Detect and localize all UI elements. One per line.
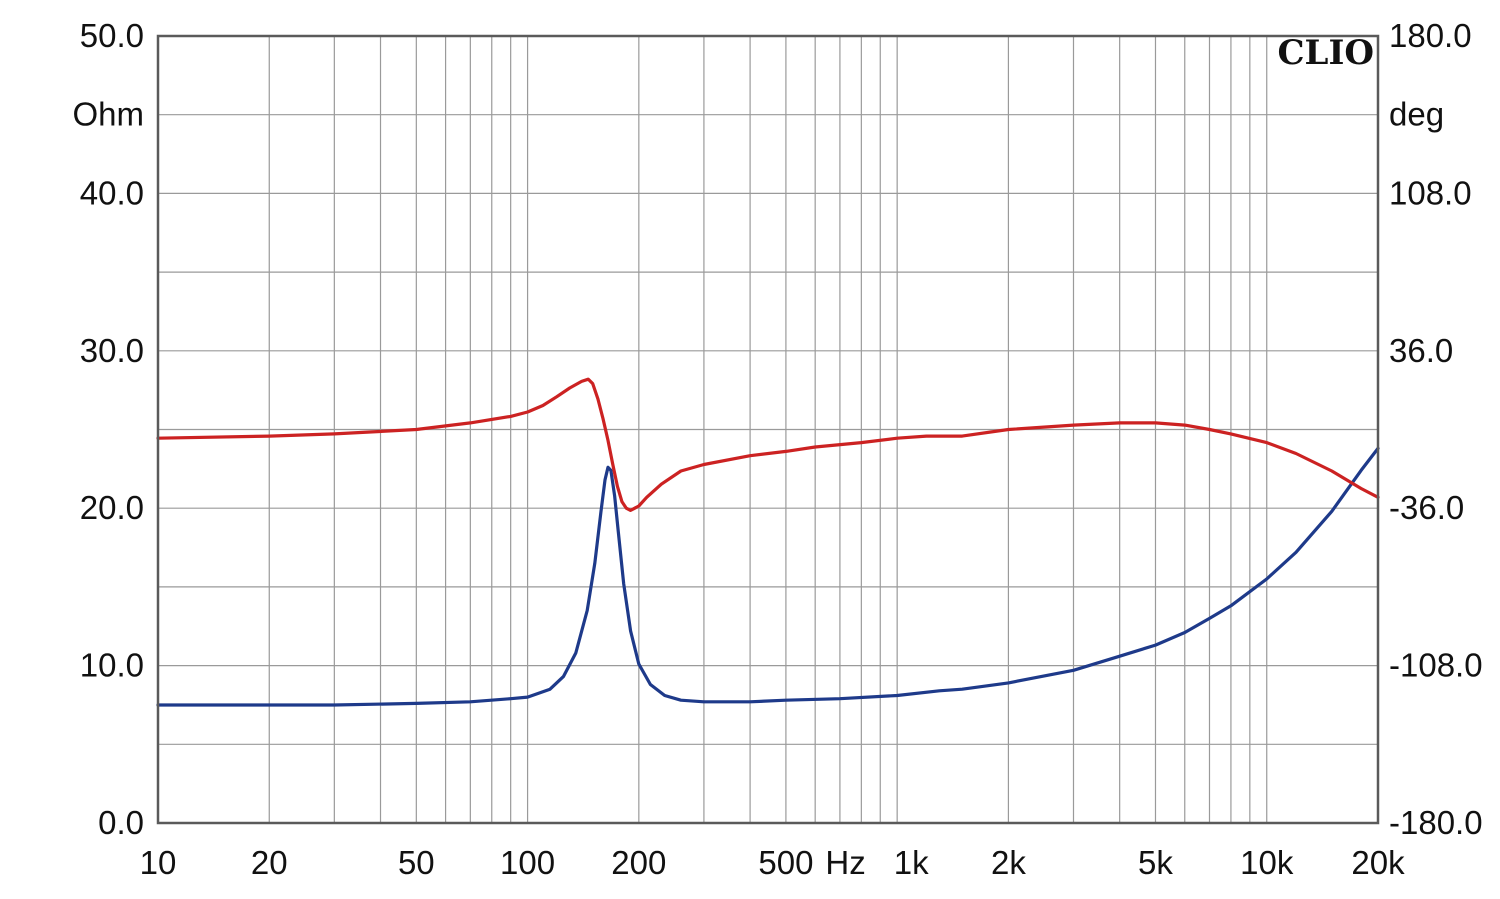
x-tick-label: 10k bbox=[1240, 844, 1294, 881]
x-tick-label: 1k bbox=[894, 844, 929, 881]
y-left-tick-label: 10.0 bbox=[80, 647, 144, 684]
y-right-tick-label: 180.0 bbox=[1389, 17, 1472, 54]
x-tick-label: 20 bbox=[251, 844, 288, 881]
grid bbox=[157, 35, 1379, 824]
y-left-tick-label: 0.0 bbox=[98, 804, 144, 841]
phase-series-line bbox=[156, 377, 1380, 512]
series-layer bbox=[156, 377, 1380, 707]
y-right-unit-label: deg bbox=[1389, 96, 1444, 133]
y-right-tick-label: 108.0 bbox=[1389, 174, 1472, 211]
x-tick-label: 500 bbox=[758, 844, 813, 881]
x-tick-label: 2k bbox=[991, 844, 1026, 881]
x-tick-label: 5k bbox=[1138, 844, 1173, 881]
y-left-tick-label: 50.0 bbox=[80, 17, 144, 54]
x-tick-label: 10 bbox=[140, 844, 177, 881]
tick-labels: 0.0 10.0 20.0 30.0 40.0 50.0 Ohm -180.0 -108.0 -3… bbox=[72, 17, 1482, 881]
y-left-tick-label: 40.0 bbox=[80, 174, 144, 211]
y-left-unit-label: Ohm bbox=[72, 96, 144, 133]
y-left-tick-label: 20.0 bbox=[80, 489, 144, 526]
impedance-series-line bbox=[156, 446, 1380, 707]
y-left-tick-label: 30.0 bbox=[80, 332, 144, 369]
x-unit-label: Hz bbox=[825, 844, 865, 881]
x-tick-label: 50 bbox=[398, 844, 435, 881]
x-tick-label: 200 bbox=[611, 844, 666, 881]
y-right-tick-label: 36.0 bbox=[1389, 332, 1453, 369]
x-tick-label: 20k bbox=[1351, 844, 1405, 881]
x-tick-label: 100 bbox=[500, 844, 555, 881]
y-right-tick-label: -180.0 bbox=[1389, 804, 1483, 841]
y-right-tick-label: -108.0 bbox=[1389, 647, 1483, 684]
plot-frame bbox=[156, 34, 1380, 825]
clio-logo: CLIO bbox=[1278, 33, 1375, 73]
y-right-tick-label: -36.0 bbox=[1389, 489, 1464, 526]
